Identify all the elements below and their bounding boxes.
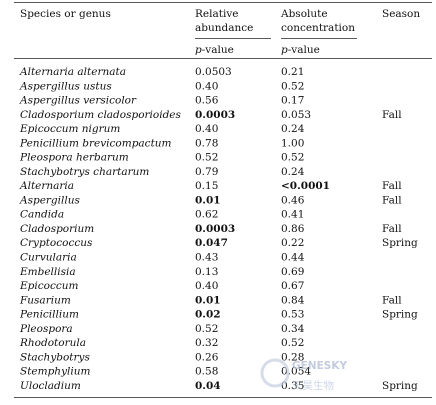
p-value: 0.40 (195, 80, 218, 92)
p-value: 1.00 (281, 137, 304, 149)
p-value: 0.01 (195, 294, 221, 306)
watermark: GENESKY (292, 360, 347, 372)
species-name: Rhodotorula (19, 337, 86, 349)
species-name: Fusarium (19, 294, 71, 306)
p-value: <0.0001 (281, 180, 330, 192)
p-value: 0.44 (281, 252, 305, 264)
p-value: 0.32 (195, 337, 218, 349)
p-value: 0.22 (281, 237, 304, 249)
p-value: 0.67 (281, 280, 304, 292)
p-value: 0.02 (195, 309, 221, 321)
watermark: 天昊生物 (292, 379, 334, 392)
watermark-logo (260, 358, 290, 388)
p-value: 0.0003 (195, 223, 235, 235)
species-name: Aspergillus (19, 194, 80, 206)
species-name: Embellisia (19, 266, 76, 278)
species-name: Alternaria alternata (19, 66, 126, 78)
p-value: 0.52 (195, 152, 218, 164)
p-value: 0.52 (195, 323, 218, 335)
p-value: 0.26 (195, 351, 219, 363)
species-name: Stemphylium (20, 366, 90, 378)
p-value: 0.24 (281, 166, 305, 178)
column-header: Season (382, 8, 420, 20)
p-value: 0.62 (195, 209, 218, 221)
p-value: 0.0503 (195, 66, 232, 78)
species-name: Epicoccum (19, 280, 78, 292)
p-value: 0.43 (195, 252, 218, 264)
p-value: 0.053 (281, 109, 311, 121)
p-value: 0.0003 (195, 109, 235, 121)
p-value: 0.28 (281, 351, 304, 363)
p-value: 0.56 (195, 95, 219, 107)
season: Spring (382, 237, 418, 249)
p-value: 0.34 (281, 323, 305, 335)
species-name: Alternaria (19, 180, 74, 192)
species-name: Pleospora (19, 323, 73, 335)
column-header: abundance (195, 22, 253, 34)
species-name: Candida (20, 209, 64, 221)
species-name: Stachybotrys chartarum (20, 166, 149, 178)
p-value: 0.24 (281, 123, 305, 135)
species-name: Penicillium (19, 309, 79, 321)
species-name: Aspergillus versicolor (19, 95, 137, 107)
species-name: Stachybotrys (20, 351, 90, 363)
p-value: 0.46 (281, 194, 305, 206)
season: Fall (382, 194, 402, 206)
p-value: 0.13 (195, 266, 218, 278)
p-value: 0.21 (281, 66, 304, 78)
species-name: Ulocladium (20, 380, 81, 392)
species-name: Aspergillus ustus (19, 80, 112, 92)
p-value: 0.52 (281, 80, 304, 92)
column-header: Absolute (280, 8, 328, 20)
p-value: 0.53 (281, 309, 304, 321)
p-value: 0.40 (195, 123, 218, 135)
p-value: 0.17 (281, 95, 304, 107)
season: Fall (382, 109, 402, 121)
p-value: 0.41 (281, 209, 304, 221)
subheader: p-value (281, 44, 320, 56)
p-value: 0.84 (281, 294, 305, 306)
p-value: 0.52 (281, 337, 304, 349)
column-header: Species or genus (20, 8, 111, 20)
p-value: 0.52 (281, 152, 304, 164)
species-name: Cladosporium cladosporioides (20, 109, 182, 121)
p-value: 0.15 (195, 180, 218, 192)
p-value: 0.01 (195, 194, 221, 206)
p-value: 0.35 (281, 380, 304, 392)
p-value: 0.58 (195, 366, 218, 378)
p-value: 0.78 (195, 137, 218, 149)
p-value: 0.79 (195, 166, 218, 178)
p-value: 0.69 (281, 266, 304, 278)
subheader: p-value (195, 44, 234, 56)
season: Spring (382, 380, 418, 392)
column-header: concentration (281, 22, 355, 34)
species-name: Epicoccum nigrum (19, 123, 120, 135)
species-name: Curvularia (20, 252, 77, 264)
season: Fall (382, 294, 402, 306)
season: Fall (382, 223, 402, 235)
p-value: 0.047 (195, 237, 228, 249)
species-name: Cladosporium (20, 223, 94, 235)
season: Fall (382, 180, 402, 192)
species-name: Cryptococcus (20, 237, 93, 249)
p-value: 0.40 (195, 280, 218, 292)
species-name: Penicillium brevicompactum (19, 137, 172, 149)
column-header: Relative (195, 8, 238, 20)
p-value: 0.86 (281, 223, 305, 235)
p-value: 0.04 (195, 380, 221, 392)
season: Spring (382, 309, 418, 321)
species-name: Pleospora herbarum (19, 152, 129, 164)
